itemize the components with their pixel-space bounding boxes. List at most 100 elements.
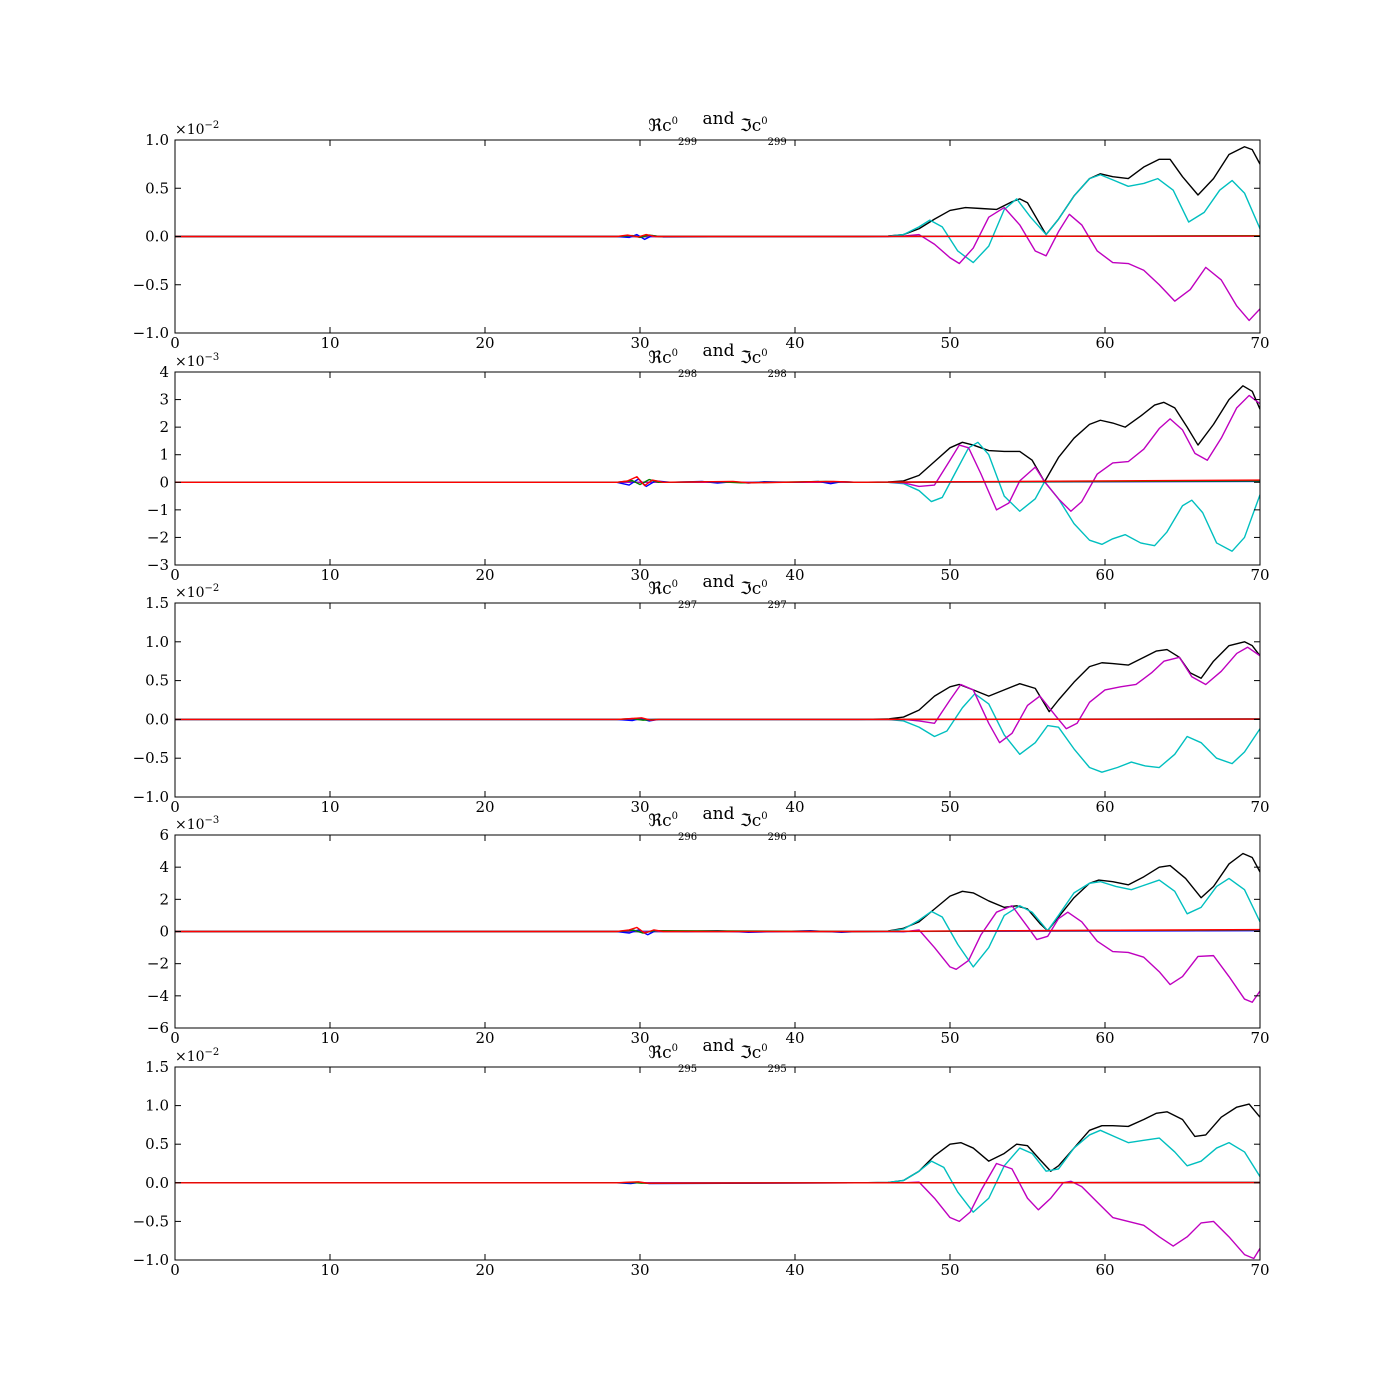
y-tick-label: 2	[159, 418, 169, 436]
x-tick-label: 70	[1250, 566, 1269, 584]
y-offset-multiplier: ×10−2	[175, 583, 219, 601]
x-tick-label: 50	[940, 1029, 959, 1047]
y-tick-label: 2	[159, 890, 169, 908]
x-tick-label: 40	[785, 566, 804, 584]
subplot-5: 0 10 20 30 40 50 60 70 1.5 1.0 0.5 0.0 −0.5 −1.0 ×10−2…	[133, 1036, 1270, 1279]
x-tick-label: 10	[320, 1029, 339, 1047]
y-tick-label: −1.0	[133, 1251, 169, 1269]
x-tick-label: 0	[170, 1261, 180, 1279]
y-tick-label: −1.0	[133, 788, 169, 806]
axes-frame	[174, 371, 1261, 566]
y-tick-label: −2	[147, 955, 169, 973]
x-tick-label: 40	[785, 1261, 804, 1279]
y-tick-label: −0.5	[133, 749, 169, 767]
x-tick-label: 50	[940, 1261, 959, 1279]
y-tick-label: 0.0	[145, 228, 169, 246]
x-tick-label: 30	[630, 798, 649, 816]
series-line-6	[175, 717, 1260, 721]
subplot-title: ℜc0296 and ℑc0296	[648, 804, 786, 843]
y-tick-label: 0.0	[145, 1174, 169, 1192]
y-offset-multiplier: ×10−3	[175, 815, 219, 833]
x-tick-label: 0	[170, 334, 180, 352]
y-tick-label: 1.5	[145, 1058, 169, 1076]
x-tick-label: 20	[475, 1029, 494, 1047]
y-tick-label: 4	[159, 858, 169, 876]
series-line-2	[175, 174, 1260, 264]
x-tick-label: 0	[170, 798, 180, 816]
series-line-2	[175, 877, 1260, 968]
y-tick-label: −4	[147, 987, 169, 1005]
x-tick-label: 50	[940, 566, 959, 584]
x-tick-label: 40	[785, 334, 804, 352]
subplot-title: ℜc0298 and ℑc0298	[648, 341, 786, 380]
x-tick-label: 10	[320, 1261, 339, 1279]
x-tick-label: 0	[170, 1029, 180, 1047]
y-offset-multiplier: ×10−3	[175, 352, 219, 370]
x-tick-label: 30	[630, 334, 649, 352]
y-tick-label: −3	[147, 556, 169, 574]
y-tick-label: 1.0	[145, 1097, 169, 1115]
y-tick-label: −0.5	[133, 1212, 169, 1230]
y-tick-label: 1.0	[145, 633, 169, 651]
series-line-2	[175, 693, 1260, 773]
series-line-1	[175, 1103, 1260, 1184]
series-line-3	[175, 1162, 1260, 1260]
x-tick-label: 20	[475, 334, 494, 352]
y-tick-label: −2	[147, 528, 169, 546]
subplot-1: 0 10 20 30 40 50 60 70 1.0 0.5 0.0 −0.5 −1.0 ×10−2 ℜc0…	[133, 109, 1270, 352]
x-tick-label: 40	[785, 1029, 804, 1047]
y-tick-label: 0	[159, 473, 169, 491]
x-tick-label: 30	[630, 1029, 649, 1047]
y-tick-label: 0.5	[145, 672, 169, 690]
x-tick-label: 20	[475, 566, 494, 584]
x-tick-label: 10	[320, 566, 339, 584]
y-offset-multiplier: ×10−2	[175, 1047, 219, 1065]
series-line-3	[175, 905, 1260, 1003]
series-line-3	[175, 206, 1260, 322]
axes-frame	[174, 1066, 1261, 1261]
y-tick-label: −1	[147, 501, 169, 519]
subplot-title: ℜc0297 and ℑc0297	[648, 572, 786, 611]
y-tick-label: 0.5	[145, 1135, 169, 1153]
x-tick-label: 30	[630, 566, 649, 584]
x-tick-label: 70	[1250, 1261, 1269, 1279]
series-line-2	[175, 1129, 1260, 1213]
y-tick-label: 6	[159, 826, 169, 844]
series-line-3	[175, 646, 1260, 744]
series-line-6	[175, 926, 1260, 934]
series-line-1	[175, 385, 1260, 483]
x-tick-label: 0	[170, 566, 180, 584]
series-line-6	[175, 476, 1260, 487]
y-tick-label: −1.0	[133, 324, 169, 342]
series-line-1	[175, 146, 1260, 238]
x-tick-label: 10	[320, 334, 339, 352]
y-tick-label: 3	[159, 391, 169, 409]
x-tick-label: 10	[320, 798, 339, 816]
x-tick-label: 60	[1095, 334, 1114, 352]
x-tick-label: 40	[785, 798, 804, 816]
y-tick-label: 1.5	[145, 594, 169, 612]
subplot-3: 0 10 20 30 40 50 60 70 1.5 1.0 0.5 0.0 −0.5 −1.0 ×10−2…	[133, 572, 1270, 816]
series-line-1	[175, 852, 1260, 933]
y-tick-label: 0.5	[145, 179, 169, 197]
y-tick-label: 4	[159, 363, 169, 381]
y-tick-label: −6	[147, 1019, 169, 1037]
y-tick-label: 1.0	[145, 131, 169, 149]
x-tick-label: 70	[1250, 798, 1269, 816]
y-offset-multiplier: ×10−2	[175, 120, 219, 138]
x-tick-label: 60	[1095, 1029, 1114, 1047]
y-tick-label: −0.5	[133, 276, 169, 294]
subplot-title: ℜc0299 and ℑc0299	[648, 109, 786, 148]
x-tick-label: 50	[940, 798, 959, 816]
y-tick-label: 0	[159, 923, 169, 941]
series-line-1	[175, 641, 1260, 721]
series-line-6	[175, 233, 1260, 238]
y-tick-label: 1	[159, 446, 169, 464]
y-tick-label: 0.0	[145, 710, 169, 728]
x-tick-label: 70	[1250, 1029, 1269, 1047]
series-line-3	[175, 394, 1260, 512]
series-line-6	[175, 1181, 1260, 1184]
series-line-2	[175, 441, 1260, 552]
